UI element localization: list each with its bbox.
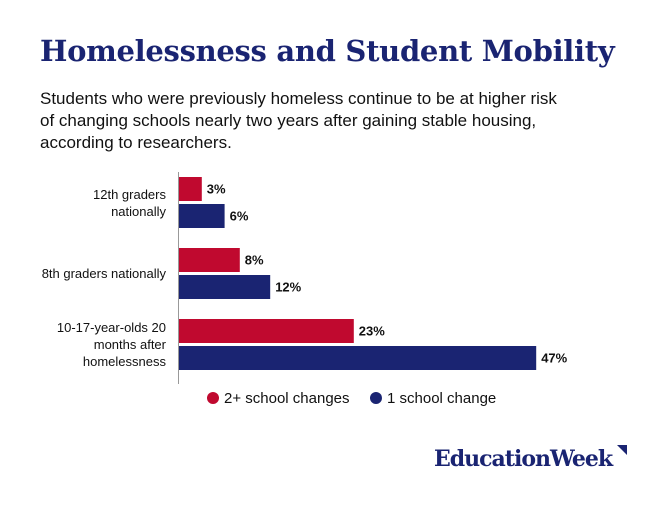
value-label: 12% [275, 279, 301, 294]
bar [179, 177, 202, 201]
bar [179, 346, 537, 370]
bar [179, 248, 240, 272]
legend-label: 2+ school changes [224, 390, 350, 407]
value-label: 8% [245, 252, 264, 267]
bar [179, 319, 354, 343]
chart-title: Homelessness and Student Mobility [40, 34, 615, 68]
value-label: 47% [541, 350, 567, 365]
value-label: 3% [207, 181, 226, 196]
value-label: 23% [359, 323, 385, 338]
logo-mark [617, 445, 627, 455]
chart-subtitle: Students who were previously homeless co… [40, 89, 557, 152]
bar [179, 204, 225, 228]
category-label: 10-17-year-olds 20 months after homeless… [56, 320, 166, 369]
logo: EducationWeek [434, 446, 613, 472]
category-label: 12th graders nationally [93, 186, 166, 219]
legend-marker [207, 392, 219, 404]
value-label: 6% [230, 208, 249, 223]
legend-marker [370, 392, 382, 404]
legend-label: 1 school change [387, 390, 496, 407]
category-label: 8th graders nationally [41, 266, 166, 281]
bar [179, 275, 271, 299]
